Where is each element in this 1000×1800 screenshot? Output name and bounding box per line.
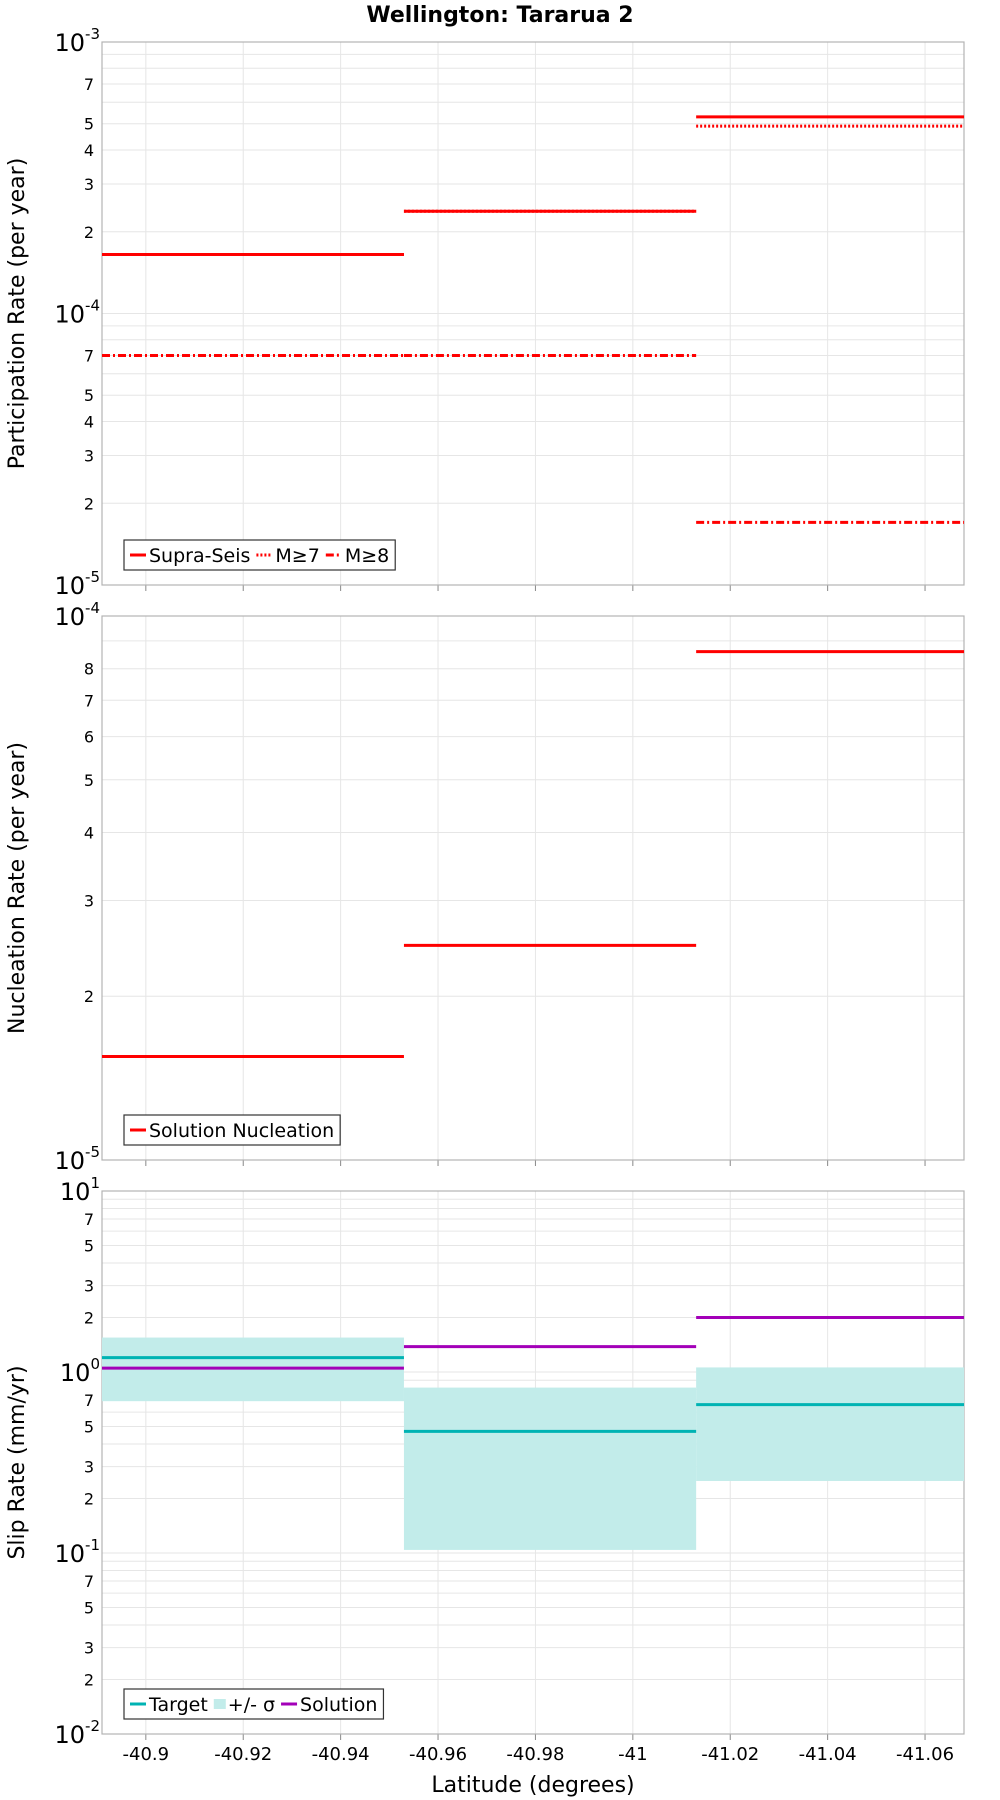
y-minor-tick-label: 6 [84,728,94,747]
y-minor-tick-label: 5 [84,1598,94,1617]
legend-box [123,1114,341,1146]
y-minor-tick-label: 7 [84,347,94,366]
y-minor-tick-label: 2 [84,1671,94,1690]
x-tick-label: -40.94 [312,1744,370,1765]
legend-swatch [213,1699,226,1709]
y-minor-tick-label: 7 [84,1391,94,1410]
y-minor-tick-label: 2 [84,1490,94,1509]
y-minor-tick-label: 5 [84,386,94,405]
y-minor-tick-label: 4 [84,141,94,160]
y-axis-label: Participation Rate (per year) [5,158,30,470]
legend-label: Supra-Seis [149,545,250,567]
x-tick-label: -41.06 [896,1744,954,1765]
y-minor-tick-label: 4 [84,413,94,432]
x-tick-label: -40.9 [123,1744,170,1765]
legend-box [123,539,396,571]
y-axis-label: Slip Rate (mm/yr) [5,1365,30,1559]
y-minor-tick-label: 3 [84,175,94,194]
y-minor-tick-label: 3 [84,1639,94,1658]
x-tick-label: -41 [618,1744,647,1765]
y-minor-tick-label: 5 [84,115,94,134]
y-major-tick-label: 10-4 [54,297,100,329]
panel-slip: -40.9 -40.92 -40.94 -40.96 -40.98 -41 -41.02 -4… [5,1174,965,1765]
y-minor-tick-label: 2 [84,223,94,242]
y-major-tick-label: 10-5 [54,568,100,600]
x-tick-label: -41.04 [799,1744,857,1765]
y-minor-tick-label: 5 [84,1236,94,1255]
y-major-tick-label: 10-2 [54,1717,100,1749]
y-minor-tick-label: 4 [84,823,94,842]
legend-label: M≥8 [345,545,389,567]
y-major-tick-label: 101 [60,1174,100,1206]
y-minor-tick-label: 3 [84,1458,94,1477]
x-axis-label: Latitude (degrees) [431,1773,634,1798]
y-axis-label: Nucleation Rate (per year) [5,742,30,1034]
x-tick-label: -40.92 [214,1744,272,1765]
legend-label: +/- σ [228,1694,275,1716]
y-minor-tick-label: 7 [84,1572,94,1591]
x-tick-label: -40.96 [409,1744,467,1765]
y-minor-tick-label: 2 [84,1309,94,1328]
y-minor-tick-label: 3 [84,446,94,465]
legend: Solution Nucleation [123,1114,341,1146]
legend-label: Solution [300,1694,377,1716]
x-tick-label: -40.98 [506,1744,564,1765]
x-tick-label: -41.02 [701,1744,759,1765]
band-sigma-segment [403,1387,697,1550]
legend-label: Target [148,1694,208,1716]
legend-label: Solution Nucleation [149,1120,334,1142]
plot-frame [101,41,965,586]
y-minor-tick-label: 3 [84,1277,94,1296]
y-major-tick-label: 10-3 [54,25,100,57]
legend-label: M≥7 [275,545,319,567]
y-major-tick-label: 100 [60,1355,100,1387]
y-major-tick-label: 10-5 [54,1143,100,1175]
y-minor-tick-label: 2 [84,987,94,1006]
legend-box [123,1688,385,1720]
band-sigma-segment [696,1367,964,1481]
legend: Supra-Seis M≥7 M≥8 [123,539,396,571]
y-minor-tick-label: 7 [84,691,94,710]
legend: Target +/- σ Solution [123,1688,385,1720]
y-minor-tick-label: 2 [84,494,94,513]
y-minor-tick-label: 5 [84,1417,94,1436]
y-minor-tick-label: 3 [84,891,94,910]
y-major-tick-label: 10-1 [54,1536,100,1568]
y-minor-tick-label: 7 [84,75,94,94]
y-minor-tick-label: 5 [84,771,94,790]
y-major-tick-label: 10-4 [54,599,100,631]
plot-frame [101,615,965,1161]
chart-title: Wellington: Tararua 2 [366,3,633,28]
panel-nucleation: 2 3 4 5 6 7 8 10-5 10-4 Nucleation Rate (per year… [5,599,965,1175]
y-minor-tick-label: 7 [84,1210,94,1229]
panel-participation: 2 3 4 5 7 2 3 4 5 7 10-5 10-4 10-3 Participation Rate… [5,25,965,600]
y-minor-tick-label: 8 [84,660,94,679]
